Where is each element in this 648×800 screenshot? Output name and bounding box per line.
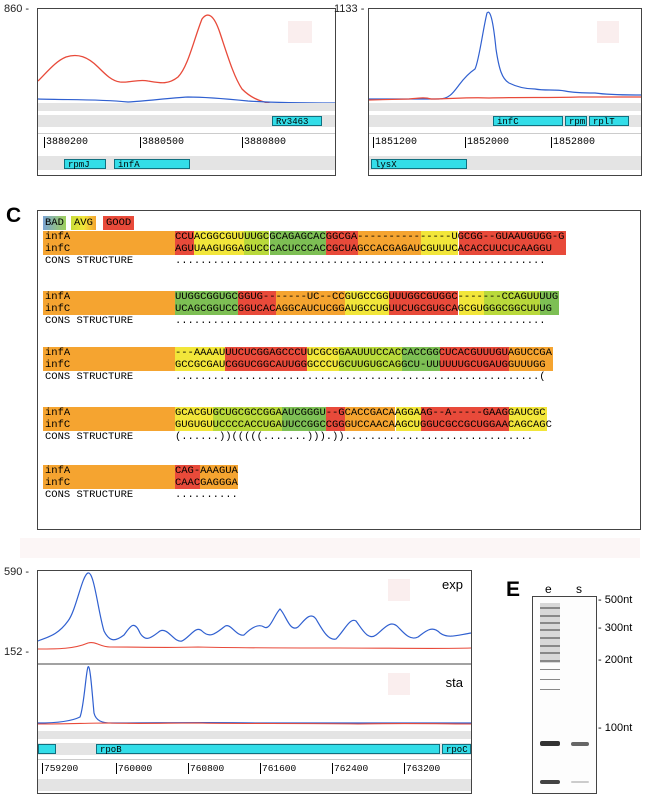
row-label-infc: infC [45,243,71,255]
panel-b-axis-tick: 1852000 [465,137,510,148]
panel-d-axis-tick: 761600 [260,763,297,774]
row-label-cons-structure: CONS STRUCTURE [45,431,134,443]
sta-red-curve [38,722,471,725]
gene-rpoc: rpoC [442,744,471,755]
panel-d-axis-tick: 762400 [332,763,369,774]
gel-image [540,603,589,784]
gene-rpob: rpoB [96,744,440,755]
row-label-infa: infA [45,407,71,419]
gene-rpm: rpm [565,116,587,127]
sequence-row: UUGGCGGUGCGGUG-------UC--CCGUGCCGGUUUGGC… [175,291,559,303]
gel [532,596,597,794]
lane-s-label: s [576,582,582,596]
panel-a-red-curve [38,14,335,105]
panel-d-axis-tick: 759200 [42,763,79,774]
row-label-infa: infA [45,291,71,303]
marker-200nt: - 200nt [598,654,633,666]
row-label-infc: infC [45,303,71,315]
panel-a-ymax: 860 - [4,3,30,15]
marker-100nt: - 100nt [598,722,633,734]
row-label-infa: infA [45,465,71,477]
panel-d-axis-tick: 760000 [116,763,153,774]
sequence-row: GCACGUGCUGCGCCGGAAUCGGGU--GCACCGACAAGGAA… [175,407,546,419]
panel-b-plot [369,11,641,101]
panel-b-axis-tick: 1851200 [373,137,418,148]
legend-good: GOOD [103,216,135,230]
sequence-row: AGUUAAGUGGAGUCCCACUCCCACCGCUAGCCACGAGAUC… [175,243,552,255]
gene-rpmj: rpmJ [64,159,106,170]
gene-rv3463: Rv3463 [272,116,322,127]
gene-infa: infA [114,159,190,170]
panel-c-letter: C [6,204,22,227]
sequence-row: CAG-AAAGUA [175,465,238,477]
sequence-row: CCUACGGCGUUUUGCGCAGAGCACGGCGA-----------… [175,231,565,243]
panel-d-ymin: 152 - [4,646,30,658]
gene-rplt: rplT [589,116,629,127]
structure-row: ........................................… [175,371,546,383]
sequence-row: GUGUGUUCCCCACCUGAUUCCGGCCGGGUCCAACAAGCUG… [175,419,552,431]
panel-c: BAD AVG GOOD infA infC CONS STRUCTURE CCUAC… [37,210,641,530]
panel-b-red-curve [369,96,641,101]
panel-d-plot [38,572,471,725]
panel-d: exp sta rpoB rpoC 759200 760000 760800 7… [37,570,472,794]
sequence-row: UCAGCGGUCCGGUCACAGGCAUCUCGGAUGCCUGUUCUGC… [175,303,552,315]
exp-blue-curve [38,572,471,642]
track-exp-label: exp [442,577,463,592]
lane-e-label: e [545,582,552,596]
row-label-cons-structure: CONS STRUCTURE [45,489,134,501]
legend-bad: BAD [43,216,66,230]
panel-d-axis-tick: 760800 [188,763,225,774]
exp-red-curve [38,642,471,650]
sequence-row: GCCGCGAUCGGUCGGCAUUGGGCCCUGCUUGUGCAGGCU-… [175,359,546,371]
gene-lysx: lysX [371,159,467,170]
panel-d-axis-tick: 763200 [404,763,441,774]
legend-avg: AVG [71,216,96,230]
row-label-infc: infC [45,419,71,431]
panel-a-axis-tick: 3880200 [44,137,89,148]
row-label-cons-structure: CONS STRUCTURE [45,371,134,383]
panel-b: infC rpm rplT 1851200 1852000 1852800 ly… [368,8,642,176]
panel-b-blue-curve [369,11,641,100]
structure-row: ........................................… [175,315,546,327]
gene-infc: infC [493,116,563,127]
track-sta-label: sta [445,675,463,690]
sta-blue-curve [38,666,471,724]
marker-500nt: - 500nt [598,594,633,606]
panel-a: Rv3463 3880200 3880500 3880800 rpmJ infA [37,8,336,176]
row-label-infc: infC [45,477,71,489]
row-label-cons-structure: CONS STRUCTURE [45,255,134,267]
marker-300nt: - 300nt [598,622,633,634]
structure-row: .......... [175,489,238,501]
panel-a-blue-curve [38,96,335,104]
panel-a-axis-tick: 3880800 [242,137,287,148]
row-label-infa: infA [45,231,71,243]
structure-row: (......))(((((.......))).)).............… [175,431,534,443]
row-label-cons-structure: CONS STRUCTURE [45,315,134,327]
panel-a-axis-tick: 3880500 [140,137,185,148]
panel-b-ymax: 1133 - [334,3,365,15]
panel-b-axis-tick: 1852800 [551,137,596,148]
sequence-row: CAACGAGGGA [175,477,238,489]
sequence-row: ---AAAAUUUCUCGGAGCCCUUCGCGGAAUUUCCACCACC… [175,347,552,359]
structure-row: ........................................… [175,255,546,267]
row-label-infc: infC [45,359,71,371]
panel-e-letter: E [506,578,521,601]
panel-d-ymax: 590 - [4,566,30,578]
panel-a-plot [38,14,335,105]
row-label-infa: infA [45,347,71,359]
